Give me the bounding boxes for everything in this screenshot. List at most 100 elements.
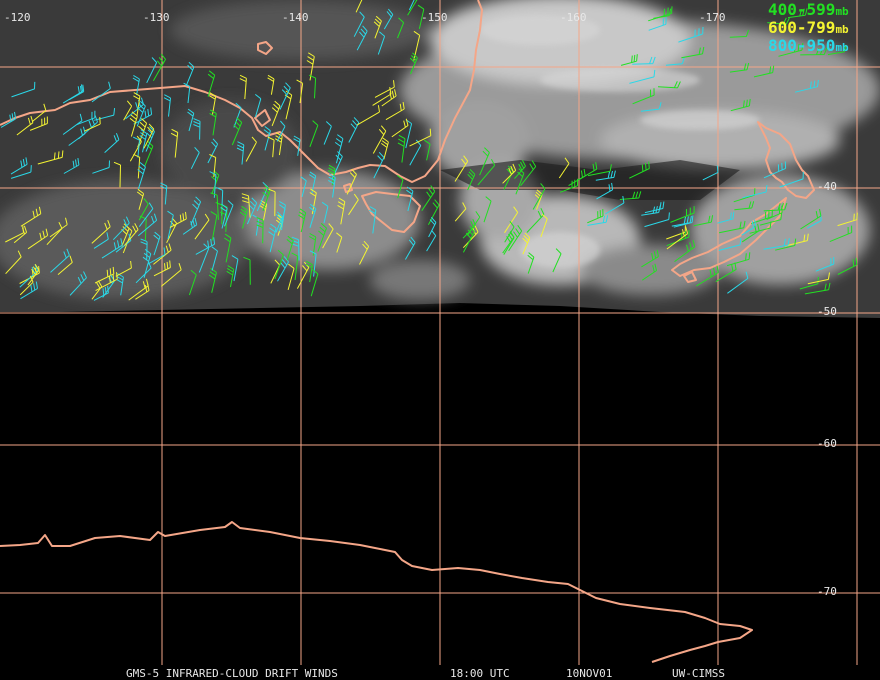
wind-barb: [246, 197, 258, 225]
wind-barb: [262, 185, 271, 211]
wind-barb: [397, 174, 404, 199]
wind-barb: [467, 211, 481, 236]
wind-barb: [568, 168, 586, 187]
wind-barb: [763, 238, 790, 250]
wind-barb: [751, 209, 773, 225]
wind-barb: [409, 128, 432, 147]
wind-barb: [322, 223, 334, 249]
wind-barb: [587, 215, 609, 226]
wind-barb: [190, 146, 200, 170]
wind-barb: [136, 188, 145, 210]
wind-barb: [139, 129, 148, 153]
wind-barb: [729, 62, 750, 73]
wind-barb: [224, 200, 234, 227]
wind-barb: [426, 229, 437, 252]
wind-barb: [483, 196, 492, 223]
wind-barb: [153, 231, 161, 256]
wind-barb: [799, 276, 819, 290]
wind-barb: [300, 176, 307, 198]
wind-barb: [291, 236, 300, 261]
lat-lon-grid: [0, 0, 880, 665]
wind-barb: [305, 260, 313, 283]
lat-label: -50: [817, 305, 837, 318]
wind-barb: [296, 79, 304, 104]
wind-barb: [137, 213, 158, 237]
wind-barb: [674, 239, 696, 263]
wind-barb: [730, 98, 751, 112]
wind-barb: [337, 197, 346, 225]
wind-barb: [417, 4, 425, 29]
antarctica-coast: [0, 521, 753, 663]
wind-barb: [729, 29, 750, 38]
wind-barb: [29, 116, 48, 131]
wind-barb: [78, 115, 98, 140]
wind-barb: [372, 125, 387, 154]
wind-barb: [348, 193, 359, 216]
wind-barb: [787, 8, 808, 19]
lat-label: -40: [817, 180, 837, 193]
wind-barb: [383, 8, 394, 30]
stewart-island: [683, 271, 697, 283]
wind-barb: [587, 164, 612, 177]
wind-barb: [256, 217, 264, 244]
wind-barb: [727, 271, 749, 294]
wind-barb: [334, 134, 344, 164]
wind-barbs: [0, 0, 858, 301]
wind-barb: [348, 117, 360, 143]
wind-barb: [409, 52, 418, 75]
wind-barb: [409, 139, 422, 166]
wind-barb: [50, 248, 70, 273]
wind-barb: [632, 88, 655, 105]
wind-barb: [220, 203, 228, 229]
lon-label: -160: [560, 11, 587, 24]
wind-barb: [527, 252, 535, 274]
wind-barb: [104, 133, 120, 153]
wind-barb: [68, 84, 85, 101]
caption-time: 18:00 UTC: [450, 667, 510, 680]
wind-barb: [657, 81, 681, 89]
new-zealand-north: [757, 121, 815, 199]
wind-barb: [93, 232, 109, 249]
wind-barb: [397, 134, 406, 163]
wind-barb: [596, 182, 614, 200]
wind-barb: [271, 100, 281, 127]
wind-barb: [407, 0, 418, 16]
wind-barb: [421, 185, 436, 211]
wind-barb: [138, 202, 154, 228]
wind-barb: [558, 157, 570, 179]
wind-barb: [211, 246, 218, 271]
wind-barb: [595, 170, 616, 181]
wind-barb: [665, 56, 685, 66]
wind-barb: [837, 257, 858, 275]
wind-barb: [291, 252, 299, 281]
wind-barb: [526, 207, 545, 233]
wind-barb: [243, 256, 251, 285]
wind-barb: [534, 189, 543, 210]
wind-barb: [209, 109, 217, 136]
wind-barb: [559, 178, 579, 193]
wind-barb: [605, 196, 625, 215]
lon-label: -170: [699, 11, 726, 24]
wind-barb: [133, 92, 141, 116]
caption-product: GMS-5 INFRARED-CLOUD DRIFT WINDS: [126, 667, 338, 680]
wind-barb: [267, 74, 275, 95]
wind-barb: [353, 11, 365, 37]
lon-label: -150: [421, 11, 448, 24]
wind-barb: [129, 111, 138, 137]
wind-barb: [0, 111, 17, 128]
wind-barb: [356, 105, 380, 126]
wind-barb: [726, 252, 751, 267]
lon-label: -130: [143, 11, 170, 24]
wind-barb: [368, 206, 377, 234]
legend-entry-400-599: 400-599mb: [768, 0, 849, 19]
wind-barb: [640, 102, 662, 112]
wind-barb: [231, 255, 239, 282]
wind-barb: [20, 281, 38, 300]
wind-barb: [169, 211, 187, 228]
wind-barb: [381, 137, 389, 160]
wind-barb: [427, 199, 440, 225]
wind-barb: [514, 159, 526, 179]
wind-barb: [749, 221, 772, 234]
wind-barb: [123, 100, 133, 121]
wind-barb: [69, 271, 87, 296]
